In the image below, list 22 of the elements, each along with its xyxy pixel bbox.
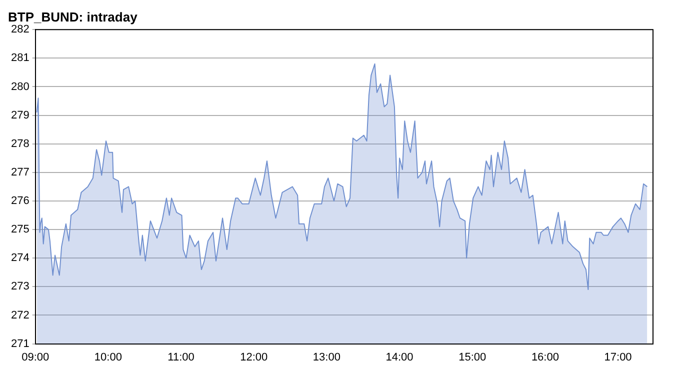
y-tick-label: 274 <box>10 252 30 264</box>
y-tick-label: 281 <box>10 52 30 64</box>
y-tick-label: 275 <box>10 224 30 236</box>
chart-title: BTP_BUND: intraday <box>8 9 138 24</box>
y-tick-label: 272 <box>10 309 30 322</box>
x-tick-label: 13:00 <box>312 351 340 364</box>
x-tick-label: 14:00 <box>386 351 414 364</box>
y-tick-label: 278 <box>10 138 30 150</box>
y-tick-label: 277 <box>10 166 30 178</box>
y-tick-label: 271 <box>10 338 30 350</box>
x-tick-label: 17:00 <box>604 351 632 364</box>
y-tick-label: 280 <box>10 80 30 93</box>
x-tick-label: 11:00 <box>168 351 194 364</box>
y-tick-label: 282 <box>10 24 30 36</box>
x-tick-label: 15:00 <box>458 351 486 364</box>
y-tick-label: 273 <box>10 280 30 293</box>
x-tick-label: 09:00 <box>22 351 50 364</box>
x-tick-label: 10:00 <box>94 351 122 364</box>
y-tick-label: 276 <box>10 195 30 208</box>
x-tick-label: 16:00 <box>531 351 559 364</box>
y-tick-label: 279 <box>10 109 30 122</box>
x-tick-label: 12:00 <box>240 351 268 364</box>
